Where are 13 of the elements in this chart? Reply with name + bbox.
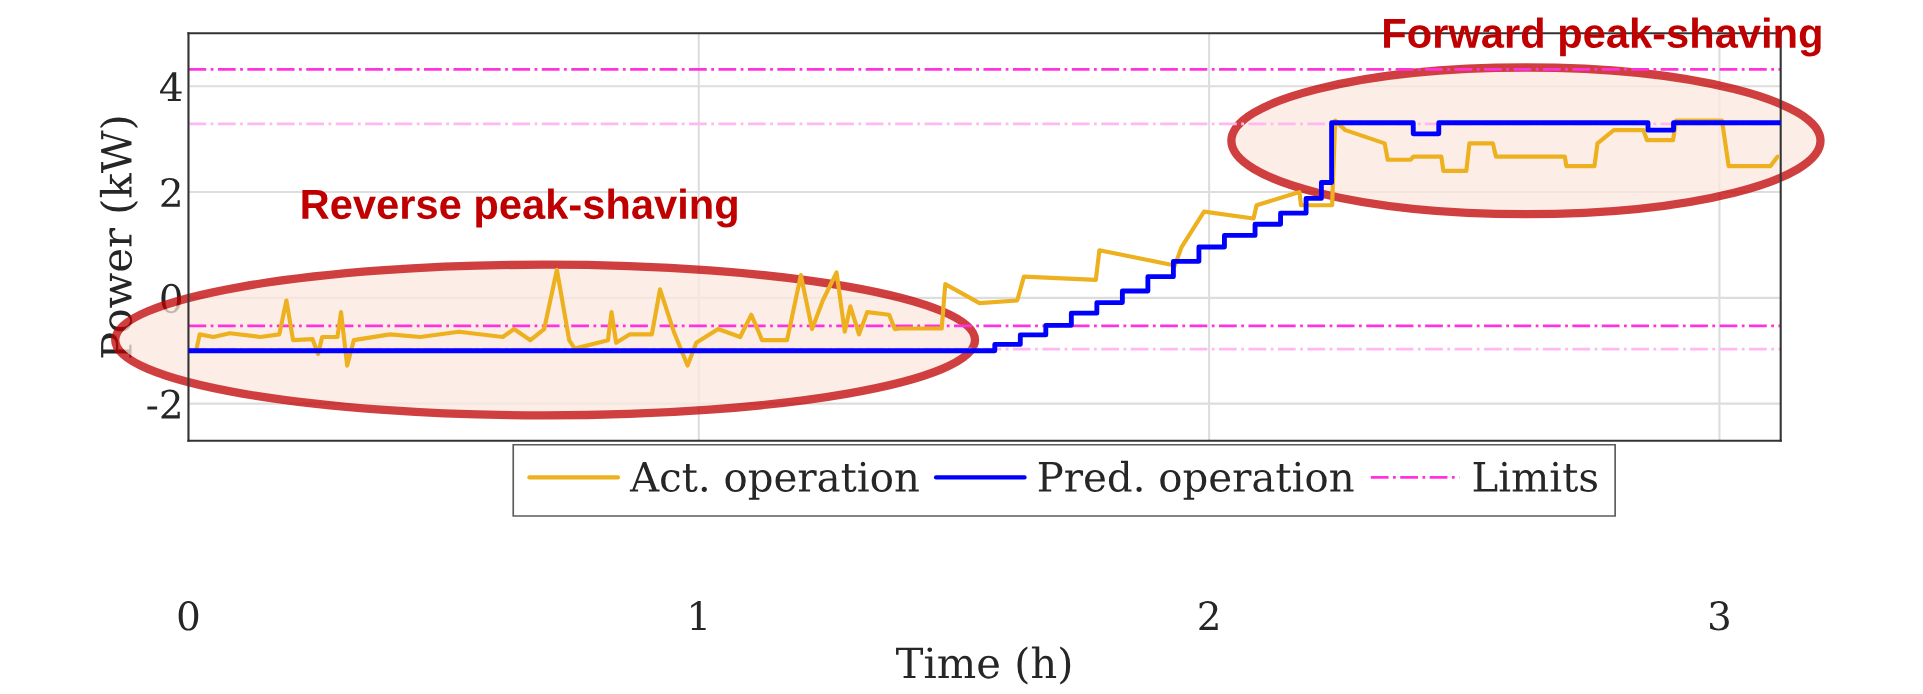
legend-label: Limits bbox=[1473, 461, 1597, 493]
y-tick-label: 2 bbox=[161, 177, 180, 207]
x-tick-label: 3 bbox=[1710, 601, 1729, 631]
y-tick-label: -2 bbox=[147, 389, 180, 419]
y-tick-label: 4 bbox=[160, 72, 182, 101]
x-axis-title: Time (h) bbox=[896, 646, 1071, 685]
y-axis-title: Power (kW) bbox=[99, 117, 138, 358]
annotation: Reverse peak-shaving bbox=[302, 188, 737, 228]
legend-label: Act. operation bbox=[629, 461, 919, 500]
legend-label: Pred. operation bbox=[1038, 460, 1354, 500]
x-tick-label: 2 bbox=[1199, 601, 1218, 630]
y-tick-label: 0 bbox=[161, 283, 182, 314]
x-tick-label: 1 bbox=[691, 601, 706, 630]
